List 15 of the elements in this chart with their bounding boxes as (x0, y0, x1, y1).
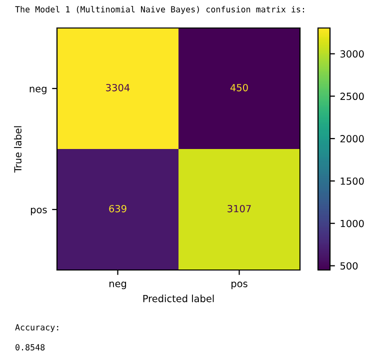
data-label: 3107 (228, 204, 251, 212)
text: 0.8548 (16, 344, 45, 350)
x-axis-title: Predicted label (143, 294, 214, 302)
data-label: 639 (109, 204, 126, 212)
color-bar-label: 2000 (340, 135, 364, 142)
chart-title: The Model 1 (Multinomial Naive Bayes) confusion matrix is: (15, 6, 304, 14)
color-bar-label: 2500 (340, 92, 364, 100)
color-bar-label: 1500 (340, 177, 364, 185)
data-label: 3304 (106, 84, 130, 92)
color-bar-label: 500 (340, 262, 358, 270)
data-label: 450 (230, 84, 248, 92)
y-axis-title: True label (14, 126, 22, 173)
color-bar-label: 3000 (340, 50, 364, 58)
color-bar-label: 1000 (340, 220, 364, 228)
text: Accuracy: (15, 324, 58, 332)
